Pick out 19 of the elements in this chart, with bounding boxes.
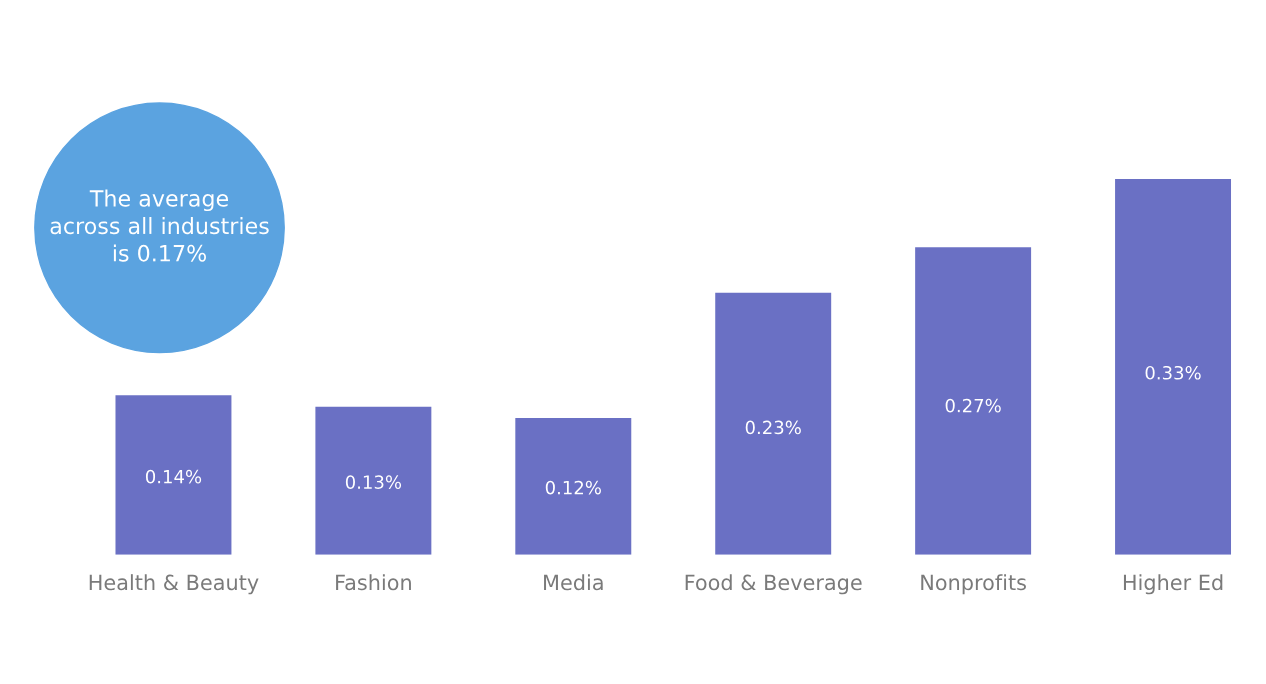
data-label: 0.12% [545, 480, 601, 495]
x-tick-label: Media [544, 574, 603, 591]
bar [715, 292, 832, 555]
data-label: 0.33% [1145, 365, 1201, 380]
x-tick-label: Health & Beauty [89, 574, 259, 595]
bar [915, 247, 1032, 555]
x-tick-label: Food & Beverage [685, 574, 862, 595]
data-label: 0.13% [345, 475, 402, 489]
bar [1115, 179, 1232, 555]
x-tick-label: Higher Ed [1123, 574, 1223, 595]
data-label: 0.23% [745, 420, 801, 435]
bar [115, 395, 232, 555]
x-tick-label: Nonprofits [921, 574, 1026, 595]
data-label: 0.27% [945, 398, 1001, 413]
data-label: 0.14% [145, 469, 202, 484]
bar [515, 418, 632, 555]
x-tick-label: Fashion [336, 574, 411, 591]
bar [315, 406, 432, 555]
annotation: The average across all industries is 0.17% [50, 189, 269, 262]
